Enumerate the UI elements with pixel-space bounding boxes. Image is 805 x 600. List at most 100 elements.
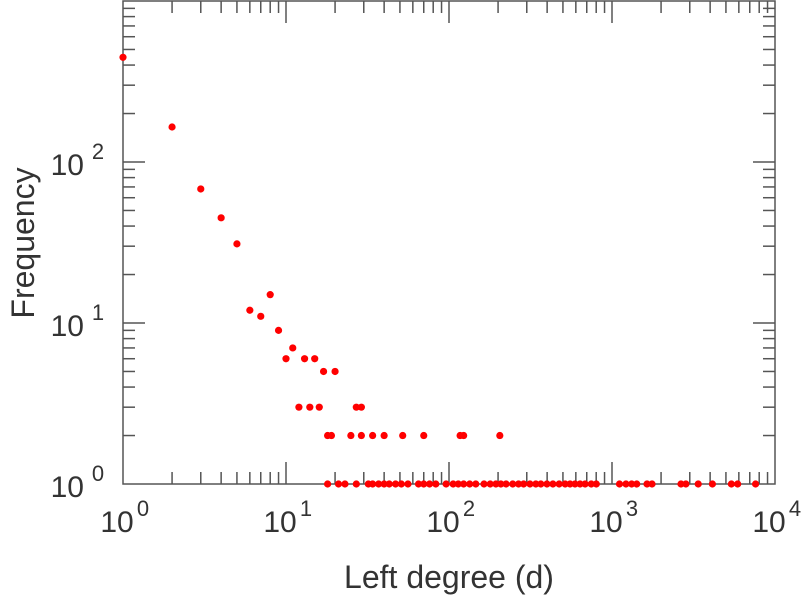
y-tick-exponent: 0 <box>92 461 104 486</box>
data-point <box>311 355 319 363</box>
data-point <box>576 480 584 488</box>
data-point <box>571 480 579 488</box>
data-point <box>734 480 742 488</box>
data-point <box>324 480 332 488</box>
y-tick-label: 10 <box>51 310 84 343</box>
data-point <box>486 480 494 488</box>
data-point <box>460 480 468 488</box>
data-point <box>492 480 500 488</box>
x-tick-labels: 10 0 10 1 10 2 10 3 10 4 <box>100 496 801 539</box>
data-point <box>282 355 290 363</box>
data-point <box>357 403 365 411</box>
data-point <box>341 480 349 488</box>
x-tick-label: 10 <box>426 506 459 539</box>
axis-ticks <box>123 1 775 484</box>
data-point <box>425 480 434 488</box>
data-point <box>454 480 462 488</box>
data-point <box>581 480 589 488</box>
data-point <box>352 480 360 488</box>
data-point <box>460 431 468 440</box>
data-point <box>295 403 303 411</box>
x-tick-label: 10 <box>752 506 785 539</box>
data-point <box>514 480 523 488</box>
data-point <box>274 326 283 334</box>
x-tick-label: 10 <box>100 506 133 539</box>
data-point <box>306 403 314 411</box>
data-point <box>391 480 400 488</box>
data-point <box>319 367 328 376</box>
data-point <box>369 480 377 488</box>
data-point <box>532 480 540 488</box>
data-point <box>480 480 488 488</box>
data-point <box>432 480 440 488</box>
data-point <box>628 480 636 488</box>
data-point <box>449 480 457 488</box>
y-tick-labels: 10 0 10 1 10 2 <box>51 139 105 504</box>
data-point <box>289 344 297 352</box>
data-point <box>385 480 393 488</box>
data-point <box>708 480 716 488</box>
x-tick-label: 10 <box>263 506 296 539</box>
data-point <box>233 240 241 248</box>
data-point <box>331 367 339 376</box>
data-point <box>543 480 551 488</box>
data-point <box>472 480 480 488</box>
data-point <box>266 291 274 299</box>
x-tick-exponent: 1 <box>300 496 312 521</box>
data-point <box>526 480 534 488</box>
x-tick-label: 10 <box>589 506 622 539</box>
y-tick-label: 10 <box>51 471 84 504</box>
data-point <box>327 431 336 440</box>
data-point <box>420 431 428 440</box>
data-point <box>502 480 510 488</box>
x-tick-exponent: 0 <box>137 496 149 521</box>
data-point <box>537 480 545 488</box>
data-point <box>397 480 405 488</box>
data-point <box>643 480 651 488</box>
data-point <box>587 480 595 488</box>
data-point <box>300 355 309 363</box>
data-point <box>404 480 412 488</box>
y-tick-exponent: 2 <box>92 139 104 164</box>
plot-frame <box>122 0 776 485</box>
data-point <box>347 431 355 440</box>
data-point <box>496 431 504 440</box>
data-point <box>648 480 656 488</box>
data-point <box>549 480 557 488</box>
data-point <box>257 312 265 320</box>
data-point <box>119 53 127 61</box>
x-axis-label: Left degree (d) <box>344 559 554 595</box>
data-point <box>246 306 254 314</box>
data-point <box>466 480 474 488</box>
data-point <box>334 480 343 488</box>
data-point <box>442 480 450 488</box>
data-point <box>497 480 505 488</box>
data-point <box>592 480 600 488</box>
data-point <box>694 480 702 488</box>
data-point <box>727 480 735 488</box>
data-point <box>633 480 641 488</box>
y-tick-exponent: 1 <box>92 300 104 325</box>
data-point <box>414 480 423 488</box>
data-point <box>352 403 360 411</box>
data-point <box>555 480 563 488</box>
data-point <box>682 480 690 488</box>
data-point <box>217 214 225 222</box>
data-point <box>168 123 176 131</box>
data-point <box>380 480 388 488</box>
data-point <box>197 185 205 193</box>
data-point <box>509 480 517 488</box>
data-point <box>399 431 407 440</box>
data-point <box>369 431 377 440</box>
x-tick-exponent: 2 <box>463 496 475 521</box>
data-point <box>375 480 383 488</box>
data-point <box>622 480 630 488</box>
data-point <box>420 480 428 488</box>
data-point <box>615 480 624 488</box>
data-point <box>520 480 528 488</box>
data-point <box>751 480 760 488</box>
x-tick-exponent: 3 <box>626 496 638 521</box>
data-point <box>357 431 365 440</box>
data-point <box>315 403 323 411</box>
